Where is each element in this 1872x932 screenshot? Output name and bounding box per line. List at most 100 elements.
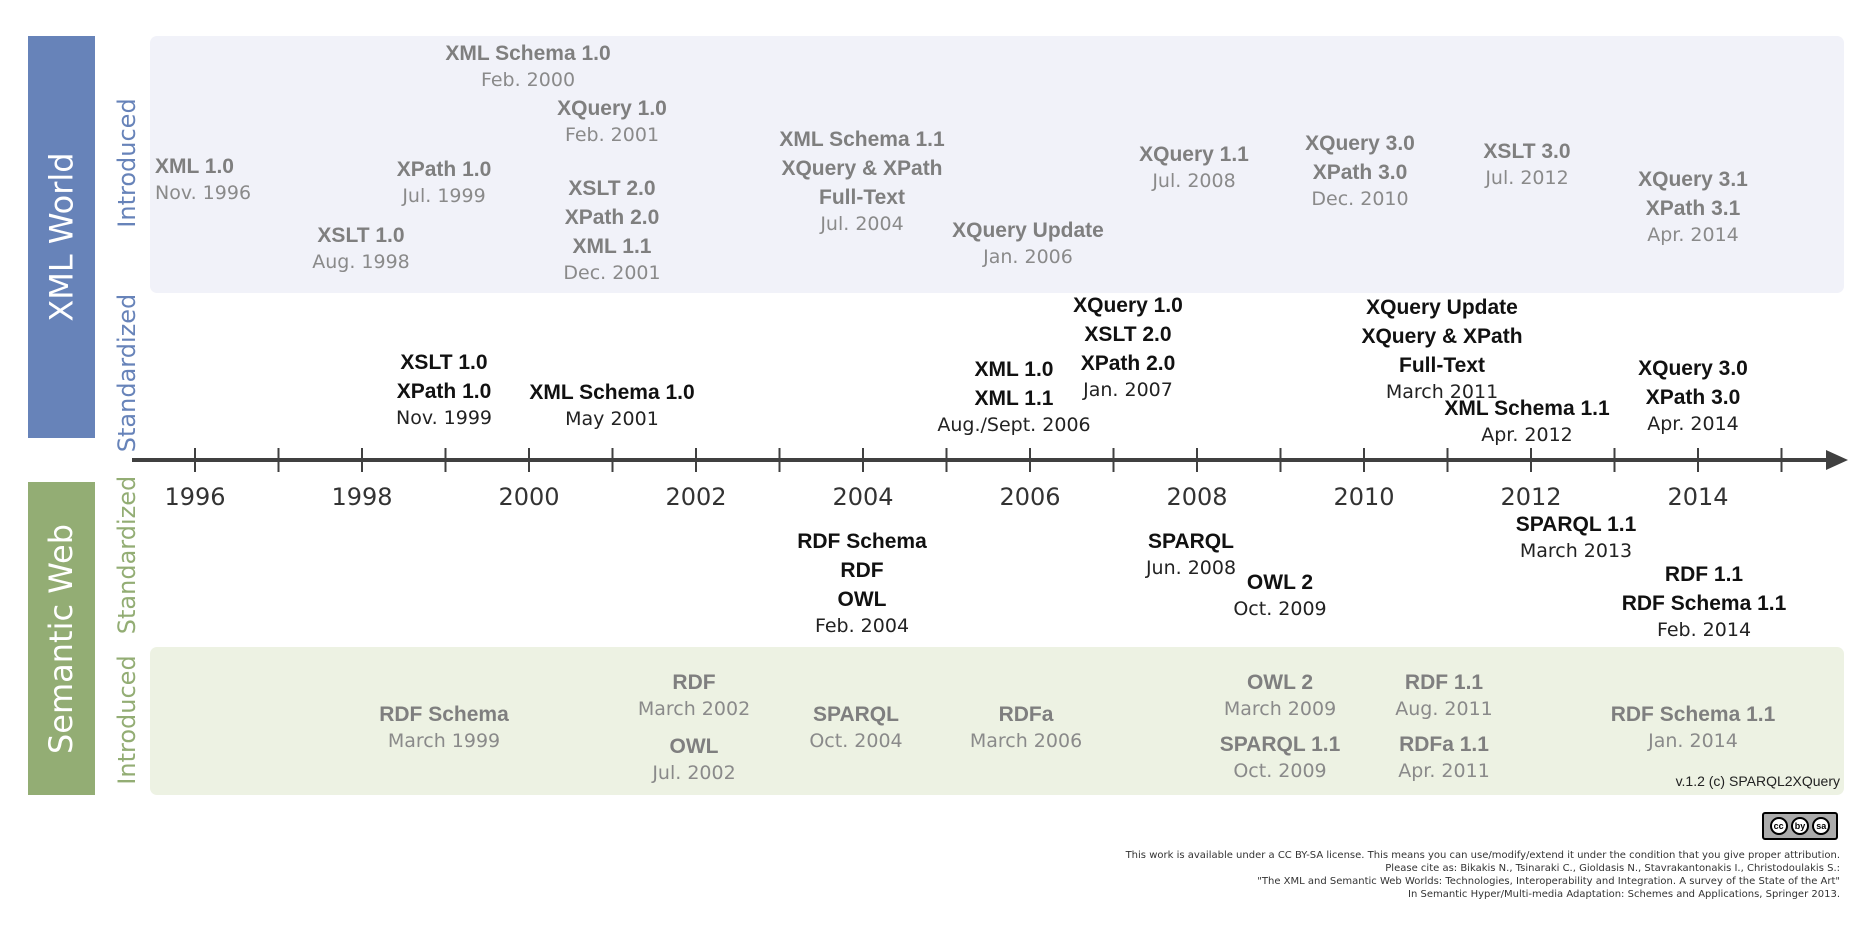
timeline-event: XQuery 3.1 XPath 3.1 Apr. 2014	[1638, 165, 1748, 248]
timeline-event: XML Schema 1.0 Feb. 2000	[445, 39, 610, 93]
event-name: XQuery 3.1	[1638, 168, 1748, 191]
event-name: XSLT 2.0	[568, 177, 656, 200]
event-date: Feb. 2000	[480, 69, 576, 91]
timeline-event: RDFa 1.1 Apr. 2011	[1398, 730, 1490, 784]
event-date: Dec. 2010	[1311, 188, 1409, 210]
version-label: v.1.2 (c) SPARQL2XQuery	[1675, 773, 1840, 789]
event-date: Nov. 1999	[395, 407, 493, 429]
timeline-arrow-icon	[1826, 450, 1848, 470]
event-date: Aug. 1998	[312, 251, 410, 273]
event-date: Apr. 2011	[1398, 760, 1490, 782]
xml-world-label: XML World	[28, 36, 95, 438]
event-name: XQuery 1.0	[1073, 294, 1183, 317]
event-date: Jul. 2004	[820, 213, 904, 235]
xml-introduced-band	[150, 36, 1844, 293]
event-date: Oct. 2004	[809, 730, 903, 752]
timeline-event: XSLT 3.0 Jul. 2012	[1483, 137, 1570, 191]
event-name: XPath 3.0	[1645, 386, 1741, 409]
event-name: XPath 2.0	[1080, 352, 1176, 375]
cc-by-sa-badge: cc by sa	[1762, 812, 1838, 840]
event-date: Oct. 2009	[1233, 760, 1327, 782]
event-name: XML 1.0	[155, 155, 234, 178]
event-name: RDF Schema	[379, 703, 509, 726]
year-label: 2004	[832, 483, 894, 511]
event-name: Full-Text	[1399, 354, 1485, 377]
credits-line: "The XML and Semantic Web Worlds: Techno…	[1257, 876, 1840, 887]
timeline-event: XSLT 1.0 XPath 1.0 Nov. 1999	[396, 348, 492, 431]
event-name: XML Schema 1.0	[445, 42, 611, 65]
timeline-event: XQuery Update Jan. 2006	[952, 216, 1104, 270]
cc-icon: cc	[1769, 817, 1788, 835]
timeline-event: XQuery Update XQuery & XPath Full-Text Marc…	[1361, 293, 1522, 405]
event-name: XQuery 1.0	[557, 97, 667, 120]
event-name: OWL 2	[1246, 671, 1314, 694]
year-label: 2006	[999, 483, 1061, 511]
timeline-event: XML 1.0 XML 1.1 Aug./Sept. 2006	[937, 355, 1090, 438]
event-date: Jun. 2008	[1145, 557, 1237, 579]
event-date: May 2001	[565, 408, 659, 430]
event-name: RDF Schema 1.1	[1610, 703, 1776, 726]
timeline-event: RDF 1.1 Aug. 2011	[1395, 668, 1493, 722]
event-date: March 2013	[1519, 540, 1633, 562]
event-name: XQuery Update	[1366, 296, 1518, 319]
event-date: Apr. 2014	[1647, 413, 1739, 435]
timeline-event: RDF March 2002	[638, 668, 750, 722]
event-date: March 2002	[637, 698, 751, 720]
timeline-event: XQuery 3.0 XPath 3.0 Dec. 2010	[1305, 129, 1415, 212]
timeline-event: OWL 2 March 2009	[1224, 668, 1336, 722]
timeline-event: OWL 2 Oct. 2009	[1233, 568, 1326, 622]
year-label: 2012	[1500, 483, 1562, 511]
timeline-event: XML Schema 1.1 Apr. 2012	[1444, 394, 1609, 448]
credits: This work is available under a CC BY-SA …	[1126, 849, 1840, 901]
event-name: XSLT 3.0	[1483, 140, 1571, 163]
event-name: SPARQL	[1148, 530, 1234, 553]
event-name: SPARQL 1.1	[1515, 513, 1637, 536]
event-name: OWL	[837, 588, 887, 611]
event-name: OWL 2	[1246, 571, 1314, 594]
event-name: XML Schema 1.1	[1444, 397, 1610, 420]
year-label: 2008	[1166, 483, 1228, 511]
event-date: Jan. 2007	[1083, 379, 1173, 401]
year-label: 2014	[1667, 483, 1729, 511]
event-name: XML Schema 1.0	[529, 381, 695, 404]
event-name: XPath 3.1	[1645, 197, 1741, 220]
event-name: XQuery 3.0	[1305, 132, 1415, 155]
timeline-event: SPARQL Oct. 2004	[809, 700, 902, 754]
year-label: 2000	[498, 483, 560, 511]
event-date: Jul. 2008	[1152, 170, 1236, 192]
year-label: 2010	[1333, 483, 1395, 511]
timeline-event: SPARQL 1.1 March 2013	[1516, 510, 1637, 564]
event-name: RDF Schema	[797, 530, 927, 553]
event-date: Apr. 2014	[1647, 224, 1739, 246]
sa-icon: sa	[1812, 817, 1831, 835]
event-date: Jan. 2014	[1648, 730, 1738, 752]
event-date: March 1999	[387, 730, 501, 752]
event-name: RDF 1.1	[1404, 671, 1484, 694]
event-date: Feb. 2001	[564, 124, 660, 146]
event-name: XSLT 1.0	[317, 224, 405, 247]
event-name: XML 1.1	[974, 387, 1054, 410]
event-name: XPath 3.0	[1312, 161, 1408, 184]
timeline-event: XSLT 2.0 XPath 2.0 XML 1.1 Dec. 2001	[563, 174, 660, 286]
event-date: Feb. 2004	[814, 615, 910, 637]
credits-line: In Semantic Hyper/Multi-media Adaptation…	[1408, 889, 1840, 900]
event-name: XQuery & XPath	[781, 157, 943, 180]
timeline-event: RDF 1.1 RDF Schema 1.1 Feb. 2014	[1622, 560, 1787, 643]
by-icon: by	[1790, 817, 1809, 835]
event-name: SPARQL 1.1	[1219, 733, 1341, 756]
event-name: RDFa 1.1	[1399, 733, 1489, 756]
timeline-event: XQuery 1.1 Jul. 2008	[1139, 140, 1249, 194]
event-name: XQuery Update	[952, 219, 1104, 242]
event-name: XML Schema 1.1	[779, 128, 945, 151]
event-name: XPath 1.0	[396, 158, 492, 181]
event-date: March 2011	[1385, 381, 1499, 403]
event-name: OWL	[669, 735, 719, 758]
event-date: Jan. 2006	[983, 246, 1073, 268]
event-name: RDF 1.1	[1664, 563, 1744, 586]
timeline-event: SPARQL Jun. 2008	[1146, 527, 1236, 581]
event-date: Apr. 2012	[1481, 424, 1573, 446]
timeline-event: XSLT 1.0 Aug. 1998	[312, 221, 410, 275]
event-name: RDFa	[998, 703, 1054, 726]
event-name: SPARQL	[813, 703, 899, 726]
